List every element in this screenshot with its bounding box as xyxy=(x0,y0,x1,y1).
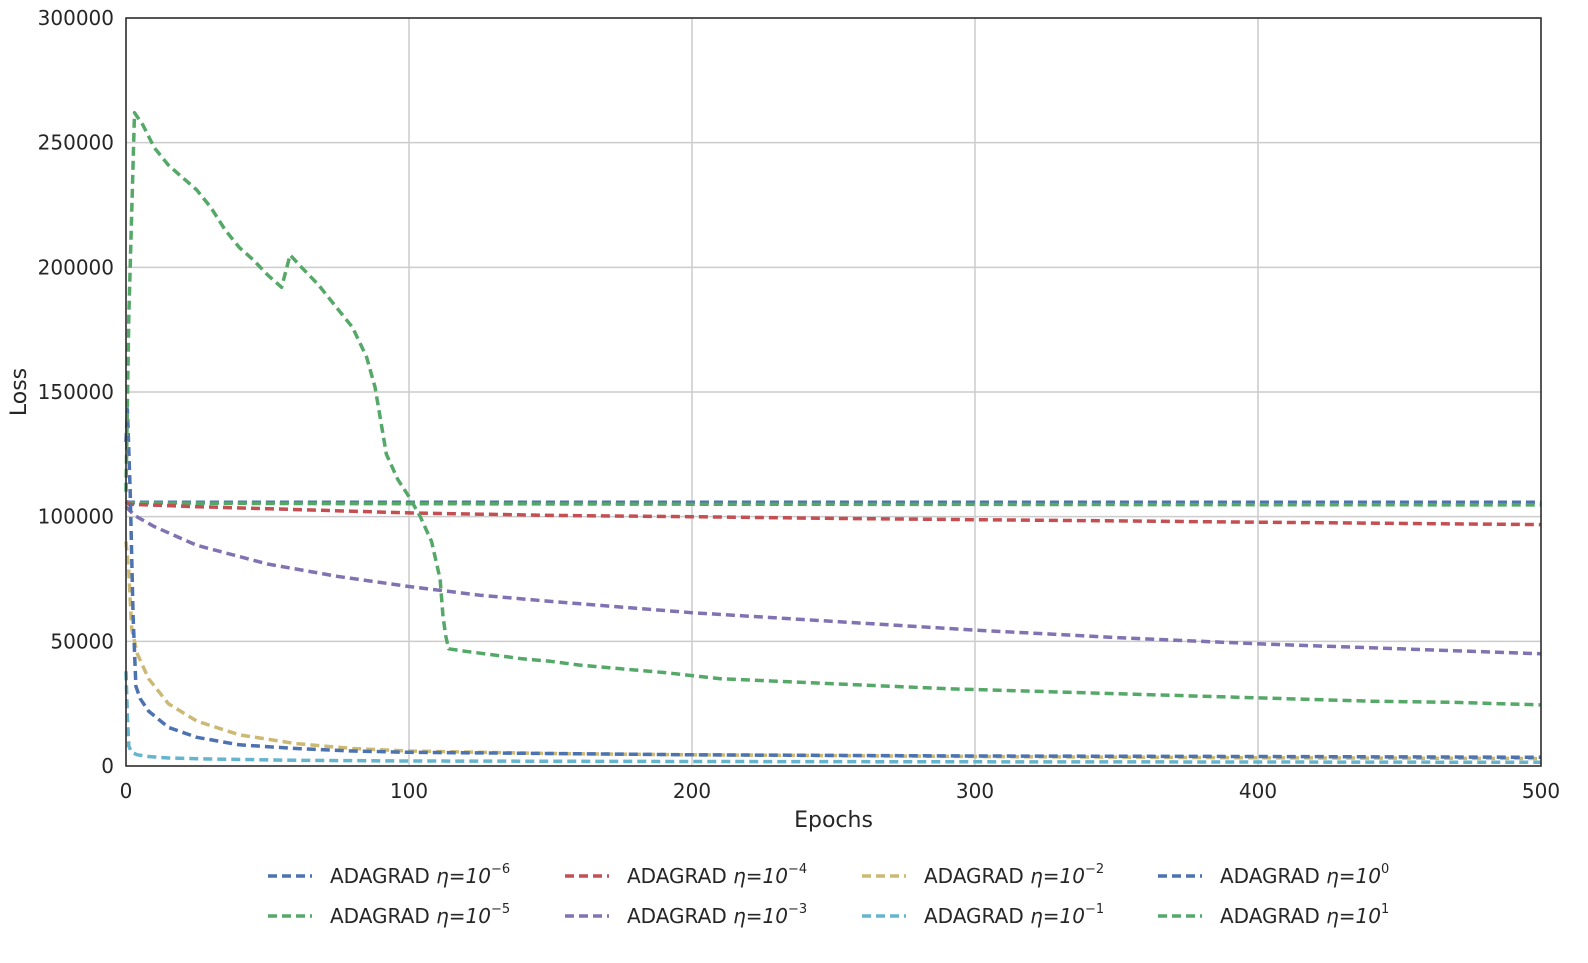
y-tick-label: 0 xyxy=(101,754,114,778)
series-line-1 xyxy=(125,499,1541,504)
x-tick-label: 0 xyxy=(120,779,133,803)
y-tick-label: 100000 xyxy=(38,505,114,529)
legend-item: ADAGRAD η=10−2 xyxy=(862,862,1104,888)
y-tick-label: 200000 xyxy=(38,255,114,279)
series-line-4 xyxy=(124,505,1542,656)
x-tick-label: 200 xyxy=(673,779,711,803)
legend-label: ADAGRAD η=100 xyxy=(1220,862,1389,888)
y-tick-label: 300000 xyxy=(38,6,114,30)
plot-frame xyxy=(125,17,1542,767)
legend-label: ADAGRAD η=10−3 xyxy=(627,902,807,928)
legend-label: ADAGRAD η=10−4 xyxy=(627,862,807,888)
series-line-8 xyxy=(124,110,1542,707)
legend-label: ADAGRAD η=10−1 xyxy=(924,902,1104,928)
x-tick-label: 300 xyxy=(956,779,994,803)
series-layer xyxy=(124,110,1542,765)
series-line-7 xyxy=(124,407,1542,760)
tick-layer: 0 100 200 300 400 500 0 50000 100000 150000 200000… xyxy=(38,6,1560,803)
legend-item: ADAGRAD η=10−6 xyxy=(268,862,510,888)
legend-label: ADAGRAD η=10−6 xyxy=(330,862,510,888)
series-line-6 xyxy=(124,671,1542,765)
legend-item: ADAGRAD η=10−1 xyxy=(862,902,1104,928)
legend-item: ADAGRAD η=101 xyxy=(1158,902,1389,928)
legend-label: ADAGRAD η=10−5 xyxy=(330,902,510,928)
legend: ADAGRAD η=10−6 ADAGRAD η=10−5 ADAGRAD η=10… xyxy=(268,862,1389,928)
x-tick-label: 100 xyxy=(390,779,428,803)
legend-item: ADAGRAD η=10−3 xyxy=(565,902,807,928)
x-tick-label: 400 xyxy=(1239,779,1277,803)
x-tick-label: 500 xyxy=(1522,779,1560,803)
y-tick-label: 250000 xyxy=(38,131,114,155)
legend-item: ADAGRAD η=10−5 xyxy=(268,902,510,928)
legend-label: ADAGRAD η=10−2 xyxy=(924,862,1104,888)
series-line-3 xyxy=(124,500,1542,527)
y-tick-label: 50000 xyxy=(50,629,114,653)
y-tick-label: 150000 xyxy=(38,380,114,404)
series-line-2 xyxy=(125,500,1542,507)
legend-label: ADAGRAD η=101 xyxy=(1220,902,1389,928)
legend-item: ADAGRAD η=100 xyxy=(1158,862,1389,888)
y-axis-title: Loss xyxy=(7,368,32,416)
legend-item: ADAGRAD η=10−4 xyxy=(565,862,807,888)
x-axis-title: Epochs xyxy=(794,808,873,833)
